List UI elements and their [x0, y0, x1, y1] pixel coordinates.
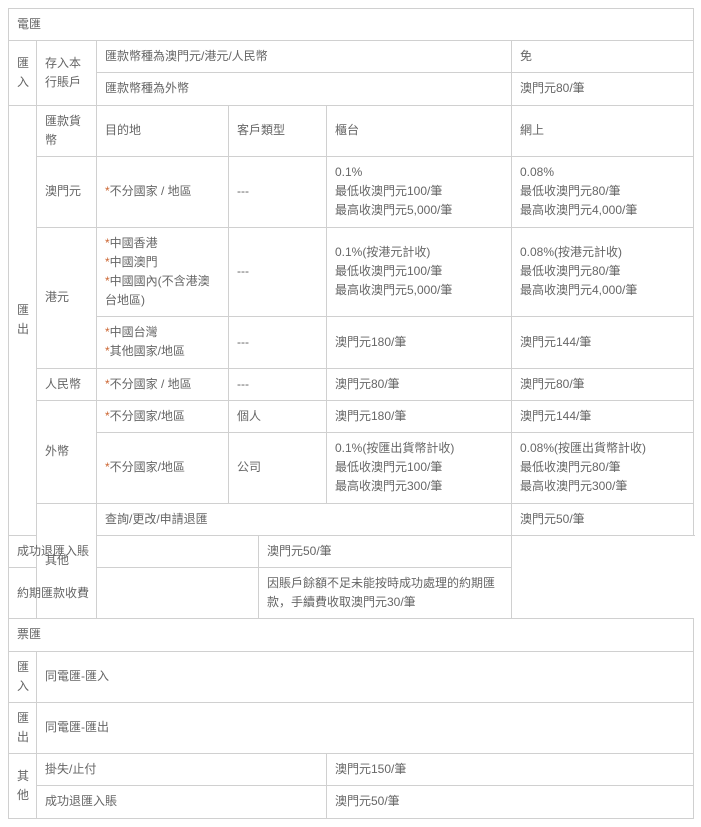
draft-inward-text: 同電匯-匯入 — [37, 651, 694, 702]
row-fc-dest-1: *不分國家/地區 — [97, 400, 229, 432]
row-cny-currency: 人民幣 — [37, 368, 97, 400]
section-wire-title: 電匯 — [9, 9, 694, 41]
row-cny-online: 澳門元80/筆 — [512, 368, 694, 400]
draft-other-fee-2: 澳門元50/筆 — [327, 786, 694, 818]
row-fc-online-1: 澳門元144/筆 — [512, 400, 694, 432]
row-fc-dest-2: *不分國家/地區 — [97, 433, 229, 504]
row-hkd-online-2: 澳門元144/筆 — [512, 317, 694, 368]
row-hkd-ctype-2: --- — [229, 317, 327, 368]
row-fc-counter-2: 0.1%(按匯出貨幣計收)最低收澳門元100/筆最高收澳門元300/筆 — [327, 433, 512, 504]
inward-currency-1: 匯款幣種為澳門元/港元/人民幣 — [97, 41, 512, 73]
col-currency: 匯款貨幣 — [37, 105, 97, 156]
draft-inward-label: 匯入 — [9, 651, 37, 702]
draft-other-item-1: 掛失/止付 — [37, 754, 327, 786]
other-fee-1: 澳門元50/筆 — [512, 503, 694, 535]
other-item-1: 查詢/更改/申請退匯 — [97, 503, 512, 535]
row-mop-dest: *不分國家 / 地區 — [97, 156, 229, 227]
row-fc-ctype-1: 個人 — [229, 400, 327, 432]
draft-outward-text: 同電匯-匯出 — [37, 702, 694, 753]
other-fee-2: 澳門元50/筆 — [259, 535, 512, 567]
row-fc-counter-1: 澳門元180/筆 — [327, 400, 512, 432]
draft-other-fee-1: 澳門元150/筆 — [327, 754, 694, 786]
col-customer-type: 客戶類型 — [229, 105, 327, 156]
col-destination: 目的地 — [97, 105, 229, 156]
row-hkd-counter-2: 澳門元180/筆 — [327, 317, 512, 368]
row-fc-online-2: 0.08%(按匯出貨幣計收)最低收澳門元80/筆最高收澳門元300/筆 — [512, 433, 694, 504]
draft-other-item-2: 成功退匯入賬 — [37, 786, 327, 818]
row-mop-currency: 澳門元 — [37, 156, 97, 227]
inward-deposit: 存入本行賬戶 — [37, 41, 97, 105]
outward-label: 匯出 — [9, 105, 37, 535]
section-draft-title: 票匯 — [9, 619, 694, 651]
inward-label: 匯入 — [9, 41, 37, 105]
row-hkd-ctype-1: --- — [229, 227, 327, 317]
row-mop-online: 0.08%最低收澳門元80/筆最高收澳門元4,000/筆 — [512, 156, 694, 227]
row-hkd-currency: 港元 — [37, 227, 97, 368]
row-fc-currency: 外幣 — [37, 400, 97, 503]
col-counter: 櫃台 — [327, 105, 512, 156]
draft-outward-label: 匯出 — [9, 702, 37, 753]
row-mop-counter: 0.1%最低收澳門元100/筆最高收澳門元5,000/筆 — [327, 156, 512, 227]
row-fc-ctype-2: 公司 — [229, 433, 327, 504]
other-fee-3: 因賬戶餘額不足未能按時成功處理的約期匯款，手續費收取澳門元30/筆 — [259, 567, 512, 618]
row-cny-ctype: --- — [229, 368, 327, 400]
row-cny-dest: *不分國家 / 地區 — [97, 368, 229, 400]
fee-table: 電匯 匯入 存入本行賬戶 匯款幣種為澳門元/港元/人民幣 免 匯款幣種為外幣 澳… — [8, 8, 694, 819]
inward-currency-2: 匯款幣種為外幣 — [97, 73, 512, 105]
draft-other-label: 其他 — [9, 754, 37, 818]
col-online: 網上 — [512, 105, 694, 156]
row-mop-ctype: --- — [229, 156, 327, 227]
row-hkd-counter-1: 0.1%(按港元計收)最低收澳門元100/筆最高收澳門元5,000/筆 — [327, 227, 512, 317]
row-cny-counter: 澳門元80/筆 — [327, 368, 512, 400]
row-hkd-online-1: 0.08%(按港元計收)最低收澳門元80/筆最高收澳門元4,000/筆 — [512, 227, 694, 317]
row-hkd-dest-2: *中國台灣*其他國家/地區 — [97, 317, 229, 368]
row-hkd-dest-1: *中國香港*中國澳門*中國國內(不含港澳台地區) — [97, 227, 229, 317]
inward-fee-1: 免 — [512, 41, 694, 73]
inward-fee-2: 澳門元80/筆 — [512, 73, 694, 105]
other-item-3: 約期匯款收費 — [9, 567, 259, 618]
